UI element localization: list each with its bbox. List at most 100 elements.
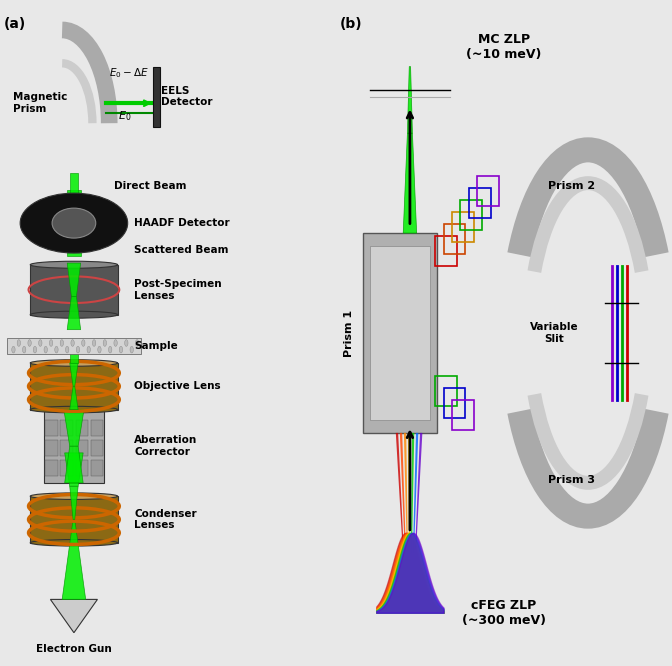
Bar <box>435 236 457 266</box>
Polygon shape <box>67 263 81 296</box>
Circle shape <box>12 346 15 353</box>
Circle shape <box>38 340 42 346</box>
Polygon shape <box>403 133 417 233</box>
Text: Objective Lens: Objective Lens <box>134 381 221 392</box>
Circle shape <box>98 346 101 353</box>
Bar <box>444 388 465 418</box>
Circle shape <box>44 346 47 353</box>
Circle shape <box>109 346 112 353</box>
Polygon shape <box>50 599 97 633</box>
Bar <box>91 440 103 456</box>
Circle shape <box>65 346 69 353</box>
Text: Prism 3: Prism 3 <box>548 474 595 485</box>
Text: Post-Specimen
Lenses: Post-Specimen Lenses <box>134 279 222 300</box>
Polygon shape <box>67 190 81 256</box>
Polygon shape <box>408 433 410 553</box>
Text: Sample: Sample <box>134 341 178 352</box>
Bar <box>45 460 58 476</box>
Polygon shape <box>65 446 83 483</box>
Polygon shape <box>70 386 78 410</box>
Text: HAADF Detector: HAADF Detector <box>134 218 230 228</box>
Bar <box>45 420 58 436</box>
Polygon shape <box>407 67 413 133</box>
Bar <box>60 460 73 476</box>
Ellipse shape <box>30 261 118 268</box>
Text: (b): (b) <box>339 17 362 31</box>
Ellipse shape <box>20 193 128 253</box>
Polygon shape <box>396 433 404 553</box>
Polygon shape <box>415 433 422 553</box>
Bar <box>30 265 118 315</box>
Circle shape <box>76 346 79 353</box>
Circle shape <box>119 346 122 353</box>
Circle shape <box>114 340 118 346</box>
Bar <box>460 200 482 230</box>
Polygon shape <box>70 173 78 206</box>
Polygon shape <box>67 296 81 330</box>
Bar <box>60 420 73 436</box>
Bar <box>363 233 437 433</box>
Circle shape <box>124 340 128 346</box>
Bar <box>91 420 103 436</box>
Circle shape <box>81 340 85 346</box>
Polygon shape <box>70 486 78 519</box>
Text: $E_0 - \Delta E$: $E_0 - \Delta E$ <box>110 66 149 80</box>
Circle shape <box>60 340 63 346</box>
Circle shape <box>28 340 31 346</box>
Text: Aberration
Corrector: Aberration Corrector <box>134 436 198 457</box>
Ellipse shape <box>30 311 118 318</box>
Bar <box>30 496 118 543</box>
Polygon shape <box>404 433 408 553</box>
Polygon shape <box>411 433 414 553</box>
Bar <box>30 363 118 410</box>
Bar <box>91 460 103 476</box>
Bar <box>153 67 160 127</box>
Bar <box>370 246 430 420</box>
Text: Magnetic
Prism: Magnetic Prism <box>13 93 68 114</box>
Circle shape <box>17 340 21 346</box>
Circle shape <box>103 340 107 346</box>
Polygon shape <box>62 519 86 599</box>
Text: EELS
Detector: EELS Detector <box>161 86 213 107</box>
Polygon shape <box>400 433 406 553</box>
Polygon shape <box>70 363 78 386</box>
Text: Direct Beam: Direct Beam <box>114 181 187 192</box>
Bar <box>75 420 89 436</box>
Bar <box>75 460 89 476</box>
Polygon shape <box>413 433 418 553</box>
Ellipse shape <box>30 406 118 413</box>
Text: Scattered Beam: Scattered Beam <box>134 244 229 255</box>
Bar <box>452 400 474 430</box>
Polygon shape <box>64 410 84 446</box>
Ellipse shape <box>30 539 118 546</box>
Bar <box>469 188 491 218</box>
Text: Condenser
Lenses: Condenser Lenses <box>134 509 197 530</box>
Ellipse shape <box>30 493 118 500</box>
Text: Variable
Slit: Variable Slit <box>530 322 579 344</box>
Text: (a): (a) <box>3 17 26 31</box>
Bar <box>435 376 457 406</box>
Text: MC ZLP
(~10 meV): MC ZLP (~10 meV) <box>466 33 542 61</box>
Circle shape <box>87 346 90 353</box>
Bar <box>7 338 141 354</box>
Polygon shape <box>65 453 83 486</box>
Text: Prism 1: Prism 1 <box>345 310 354 356</box>
Circle shape <box>136 340 139 346</box>
Circle shape <box>130 346 134 353</box>
Bar <box>477 176 499 206</box>
Ellipse shape <box>30 360 118 366</box>
Circle shape <box>23 346 26 353</box>
Circle shape <box>55 346 58 353</box>
Bar <box>75 440 89 456</box>
Bar <box>44 410 104 483</box>
Polygon shape <box>70 346 78 363</box>
Bar <box>452 212 474 242</box>
Circle shape <box>71 340 75 346</box>
Text: $E_0$: $E_0$ <box>118 109 131 123</box>
Circle shape <box>34 346 36 353</box>
Bar <box>444 224 465 254</box>
Text: cFEG ZLP
(~300 meV): cFEG ZLP (~300 meV) <box>462 599 546 627</box>
Ellipse shape <box>52 208 95 238</box>
Text: Prism 2: Prism 2 <box>548 181 595 192</box>
Bar <box>45 440 58 456</box>
